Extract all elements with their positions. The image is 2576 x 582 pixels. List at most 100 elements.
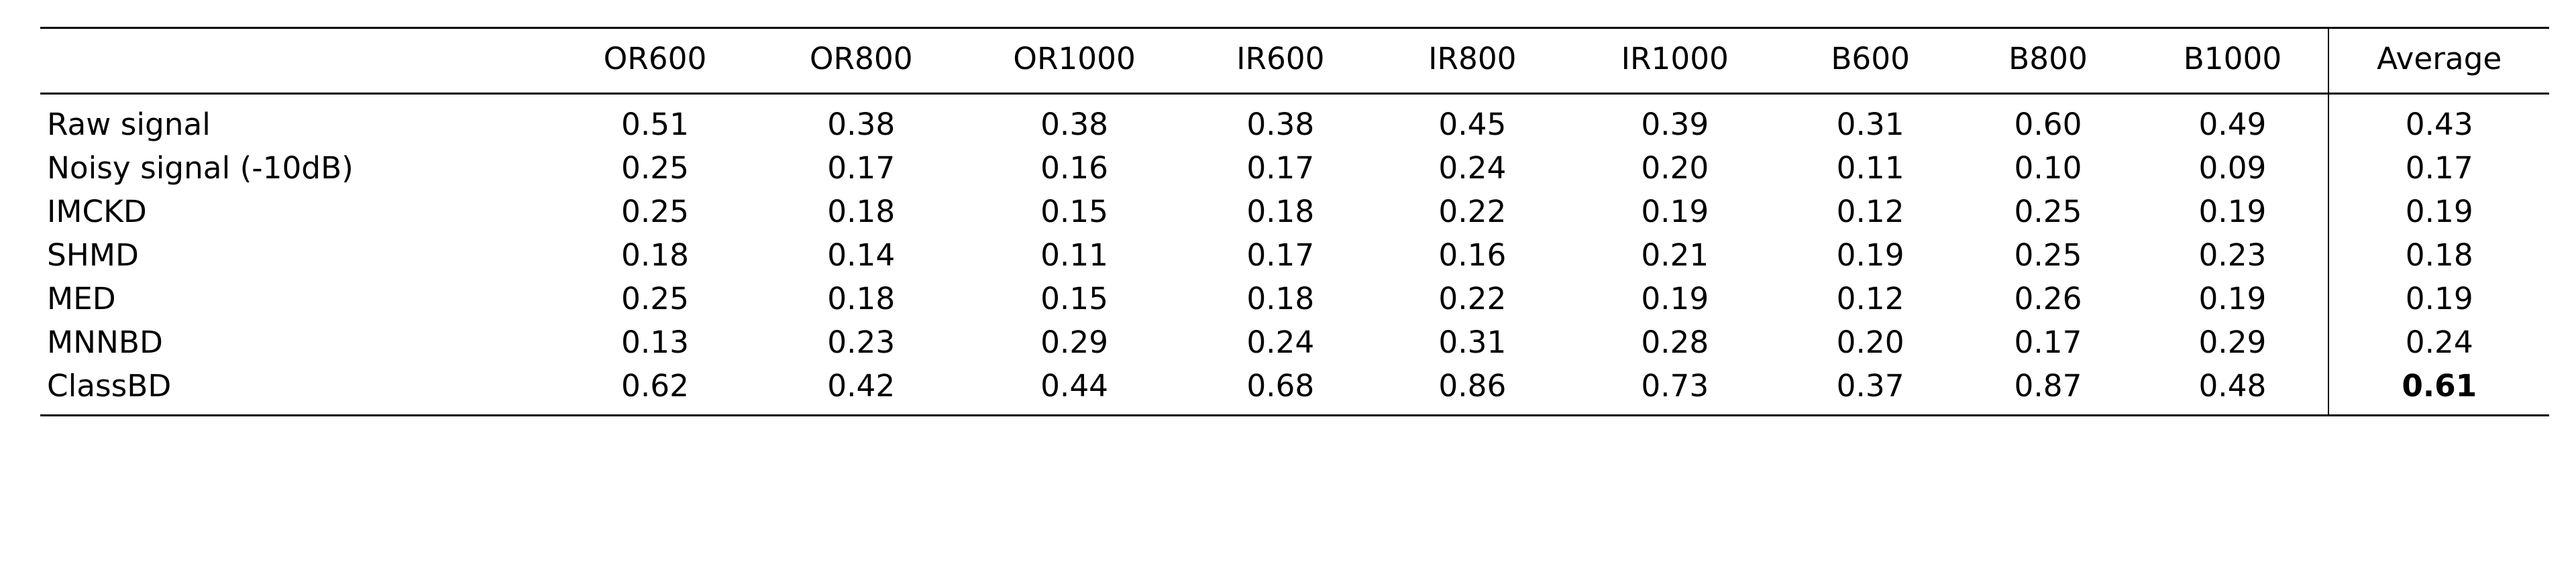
table-cell: 0.22 [1377,277,1568,321]
table-cell: 0.23 [2137,233,2328,277]
table-cell: 0.25 [552,277,758,321]
table-cell: 0.19 [1568,190,1782,233]
row-label: MNNBD [40,321,552,364]
table-cell-average: 0.19 [2328,277,2549,321]
table-cell: 0.18 [758,277,964,321]
table-cell: 0.31 [1377,321,1568,364]
column-header: B800 [1960,28,2137,94]
table-cell-average: 0.43 [2328,94,2549,147]
table-row: IMCKD0.250.180.150.180.220.190.120.250.1… [40,190,2549,233]
table-cell: 0.25 [1960,233,2137,277]
table-cell: 0.18 [758,190,964,233]
table-cell: 0.37 [1782,364,1960,416]
table-cell: 0.19 [1568,277,1782,321]
table-cell: 0.18 [1185,190,1377,233]
row-label: SHMD [40,233,552,277]
table-cell: 0.25 [1960,190,2137,233]
results-table: OR600OR800OR1000IR600IR800IR1000B600B800… [40,27,2549,416]
table-cell: 0.19 [1782,233,1960,277]
table-cell: 0.17 [1185,233,1377,277]
table-cell: 0.10 [1960,146,2137,190]
table-cell: 0.25 [552,190,758,233]
table-cell: 0.60 [1960,94,2137,147]
table-cell-average: 0.24 [2328,321,2549,364]
column-header: OR600 [552,28,758,94]
table-cell-average: 0.17 [2328,146,2549,190]
table-cell: 0.12 [1782,190,1960,233]
table-cell: 0.19 [2137,190,2328,233]
table-cell: 0.45 [1377,94,1568,147]
column-header: B1000 [2137,28,2328,94]
table-cell: 0.17 [1185,146,1377,190]
column-header-average: Average [2328,28,2549,94]
table-cell: 0.22 [1377,190,1568,233]
table-body: Raw signal0.510.380.380.380.450.390.310.… [40,94,2549,416]
column-header: OR1000 [964,28,1184,94]
row-label: MED [40,277,552,321]
table-cell: 0.11 [1782,146,1960,190]
table-row: Noisy signal (-10dB)0.250.170.160.170.24… [40,146,2549,190]
table-row: Raw signal0.510.380.380.380.450.390.310.… [40,94,2549,147]
table-cell: 0.26 [1960,277,2137,321]
table-cell: 0.86 [1377,364,1568,416]
table-cell: 0.51 [552,94,758,147]
table-cell: 0.31 [1782,94,1960,147]
table-cell: 0.14 [758,233,964,277]
table-cell: 0.73 [1568,364,1782,416]
table-cell: 0.12 [1782,277,1960,321]
table-cell: 0.21 [1568,233,1782,277]
table-cell: 0.25 [552,146,758,190]
table-cell: 0.18 [1185,277,1377,321]
column-header: IR1000 [1568,28,1782,94]
table-cell: 0.62 [552,364,758,416]
table-row: MED0.250.180.150.180.220.190.120.260.190… [40,277,2549,321]
table-cell: 0.38 [758,94,964,147]
table-cell: 0.17 [1960,321,2137,364]
table-cell: 0.15 [964,277,1184,321]
table-cell: 0.09 [2137,146,2328,190]
table-cell: 0.20 [1568,146,1782,190]
table-row: ClassBD0.620.420.440.680.860.730.370.870… [40,364,2549,416]
table-cell: 0.18 [552,233,758,277]
table-cell: 0.16 [1377,233,1568,277]
table-cell: 0.16 [964,146,1184,190]
row-label: Noisy signal (-10dB) [40,146,552,190]
column-header: OR800 [758,28,964,94]
table-cell: 0.28 [1568,321,1782,364]
table-row: MNNBD0.130.230.290.240.310.280.200.170.2… [40,321,2549,364]
table-cell: 0.38 [1185,94,1377,147]
table-cell: 0.20 [1782,321,1960,364]
table-cell: 0.24 [1377,146,1568,190]
table-cell-average: 0.61 [2328,364,2549,416]
table-cell-average: 0.19 [2328,190,2549,233]
table-cell: 0.23 [758,321,964,364]
row-label: ClassBD [40,364,552,416]
table-cell: 0.42 [758,364,964,416]
table-cell: 0.19 [2137,277,2328,321]
row-label: Raw signal [40,94,552,147]
table-cell: 0.11 [964,233,1184,277]
table-container: OR600OR800OR1000IR600IR800IR1000B600B800… [0,0,2576,582]
table-cell: 0.29 [2137,321,2328,364]
table-cell: 0.48 [2137,364,2328,416]
table-header-row: OR600OR800OR1000IR600IR800IR1000B600B800… [40,28,2549,94]
column-header: IR800 [1377,28,1568,94]
table-cell: 0.15 [964,190,1184,233]
table-cell: 0.44 [964,364,1184,416]
column-header: IR600 [1185,28,1377,94]
table-row: SHMD0.180.140.110.170.160.210.190.250.23… [40,233,2549,277]
table-cell-average: 0.18 [2328,233,2549,277]
table-cell: 0.38 [964,94,1184,147]
table-cell: 0.24 [1185,321,1377,364]
table-cell: 0.29 [964,321,1184,364]
column-header: B600 [1782,28,1960,94]
table-cell: 0.39 [1568,94,1782,147]
row-label: IMCKD [40,190,552,233]
table-cell: 0.13 [552,321,758,364]
column-header-rowlabel [40,28,552,94]
table-cell: 0.17 [758,146,964,190]
table-header: OR600OR800OR1000IR600IR800IR1000B600B800… [40,28,2549,94]
table-cell: 0.87 [1960,364,2137,416]
table-cell: 0.68 [1185,364,1377,416]
table-cell: 0.49 [2137,94,2328,147]
